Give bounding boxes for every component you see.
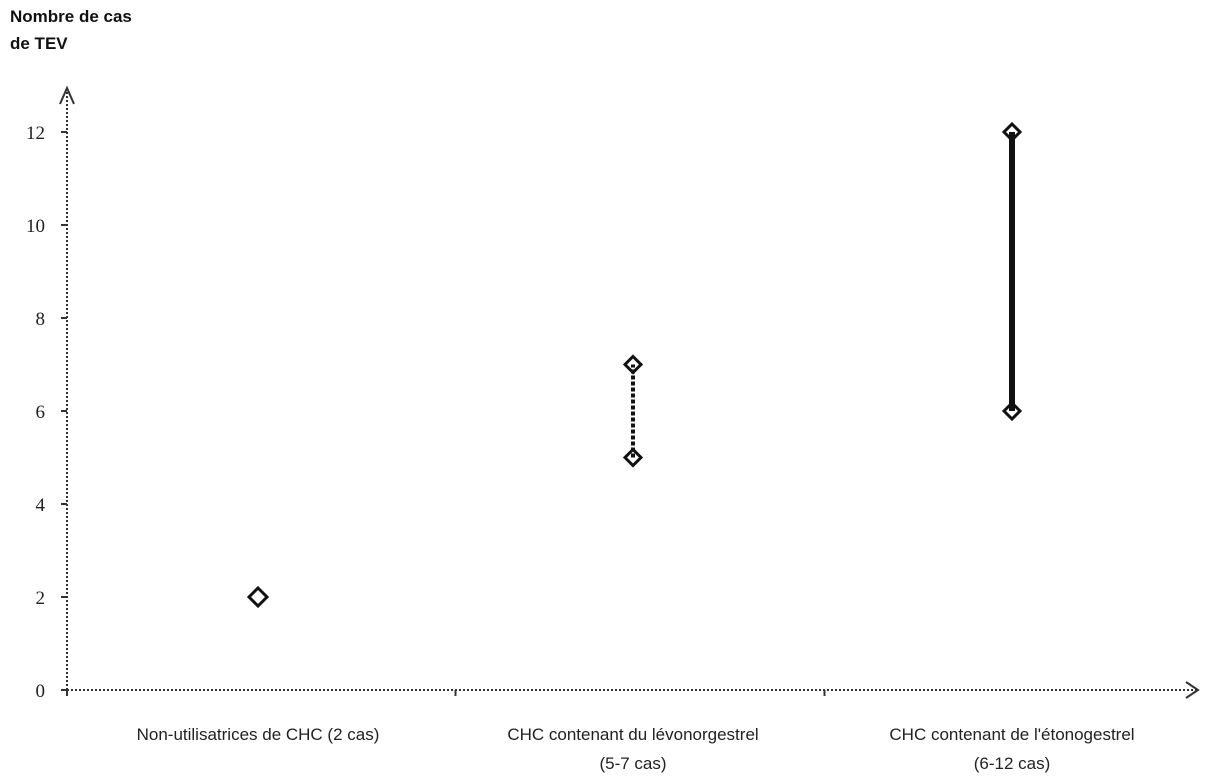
range-mark-1 xyxy=(246,585,270,609)
range-marks xyxy=(246,121,1023,609)
y-tick-label: 4 xyxy=(36,495,46,516)
range-high-marker xyxy=(622,354,644,375)
category-label: CHC contenant du lévonorgestrel xyxy=(507,725,758,744)
y-tick-label: 0 xyxy=(36,681,46,702)
x-axis-ticks xyxy=(66,690,826,696)
y-tick-label: 12 xyxy=(26,123,45,144)
y-tick-label: 2 xyxy=(36,588,46,609)
category-labels: Non-utilisatrices de CHC (2 cas) CHC cont… xyxy=(137,725,1135,773)
x-axis-arrow xyxy=(1185,681,1200,699)
axes xyxy=(59,85,1200,699)
range-high-marker xyxy=(1001,121,1023,143)
range-low-marker xyxy=(1001,400,1023,422)
y-axis-title-line: de TEV xyxy=(10,34,68,53)
y-axis-ticks: 0 2 4 6 8 10 12 xyxy=(26,123,67,702)
category-label: CHC contenant de l'étonogestrel xyxy=(889,725,1134,744)
category-label: (5-7 cas) xyxy=(599,754,666,773)
range-mark-2 xyxy=(622,354,644,468)
y-tick-label: 10 xyxy=(26,216,45,237)
range-mark-3 xyxy=(1001,121,1023,422)
range-low-marker xyxy=(622,447,644,468)
y-tick-label: 8 xyxy=(36,309,46,330)
point-marker xyxy=(246,585,270,609)
category-label: Non-utilisatrices de CHC (2 cas) xyxy=(137,725,380,744)
category-label: (6-12 cas) xyxy=(974,754,1051,773)
y-axis-title: Nombre de cas de TEV xyxy=(10,7,132,53)
y-tick-label: 6 xyxy=(36,402,46,423)
y-axis-title-line: Nombre de cas xyxy=(10,7,132,26)
y-axis-arrow xyxy=(59,85,75,105)
